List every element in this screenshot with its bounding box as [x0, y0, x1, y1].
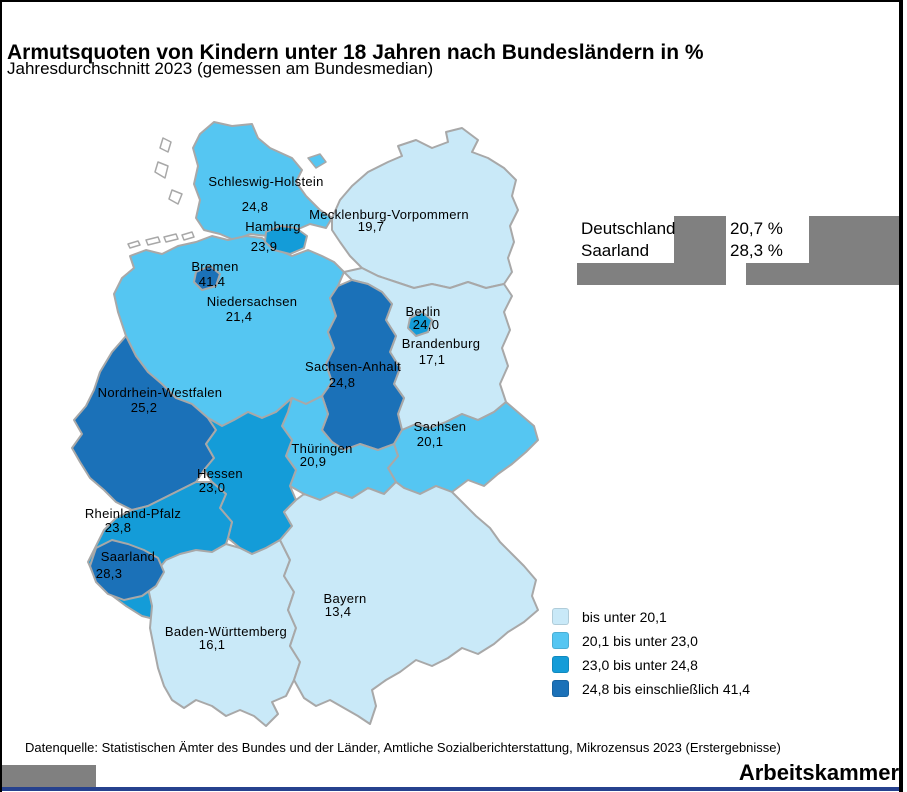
state-value: 24,0: [412, 317, 440, 332]
legend-label: bis unter 20,1: [582, 609, 667, 625]
state-value: 25,2: [130, 400, 158, 415]
island-shape: [163, 233, 179, 243]
state-value: 23,0: [198, 480, 226, 495]
state-value: 23,8: [104, 520, 132, 535]
legend-swatch: [552, 680, 569, 697]
legend-label: 20,1 bis unter 23,0: [582, 633, 698, 649]
footer-blue-bar: [0, 787, 903, 791]
state-value: 16,1: [198, 637, 226, 652]
state-label: Niedersachsen: [206, 294, 298, 309]
state-label: Hessen: [197, 466, 243, 481]
callout-label: Saarland: [581, 241, 650, 260]
state-label: Rheinland-Pfalz: [84, 506, 182, 521]
island-shape: [159, 137, 172, 153]
state-value: 20,1: [416, 434, 444, 449]
page-title: Armutsquoten von Kindern unter 18 Jahren…: [7, 41, 704, 65]
page-subtitle: Jahresdurchschnitt 2023 (gemessen am Bun…: [7, 59, 434, 78]
legend-swatch: [552, 608, 569, 625]
state-value: 13,4: [324, 604, 352, 619]
callout-value: 28,3 %: [730, 241, 783, 260]
state-label: Mecklenburg-Vorpommern: [309, 207, 469, 222]
state-label: Bayern: [323, 591, 367, 606]
state-shape-bayern: [279, 481, 539, 725]
state-label: Baden-Württemberg: [164, 624, 288, 639]
island-shape-fehmarn: [307, 153, 327, 169]
legend-label: 23,0 bis unter 24,8: [582, 657, 698, 673]
state-value: 17,1: [418, 352, 446, 367]
state-value: 41,4: [198, 274, 226, 289]
legend-swatch: [552, 632, 569, 649]
callout-value: 20,7 %: [730, 219, 783, 238]
island-shape: [145, 236, 161, 246]
footer-gray-block: [2, 765, 96, 787]
island-shape: [168, 189, 183, 205]
state-shape-hamburg: [264, 225, 308, 255]
island-shapes: [127, 137, 327, 249]
island-shape: [154, 161, 169, 179]
state-value: 19,7: [357, 219, 385, 234]
island-shape: [181, 231, 195, 241]
state-value: 24,8: [241, 199, 269, 214]
state-label: Nordrhein-Westfalen: [97, 385, 223, 400]
state-value: 21,4: [225, 309, 253, 324]
state-value: 20,9: [299, 454, 327, 469]
callout-values-box: 20,7 % 28,3 %: [726, 216, 809, 263]
state-value: 23,9: [250, 239, 278, 254]
state-value: 24,8: [328, 375, 356, 390]
state-label: Bremen: [191, 259, 239, 274]
state-label: Thüringen: [291, 441, 353, 456]
state-shape-saarland: [89, 539, 165, 601]
source-note: Datenquelle: Statistischen Ämter des Bun…: [25, 740, 781, 755]
island-shape: [127, 240, 141, 249]
state-value: 28,3: [95, 566, 123, 581]
callout-names-box: Deutschland Saarland: [577, 216, 676, 263]
state-label: Brandenburg: [401, 336, 481, 351]
state-shapes: [71, 121, 539, 727]
state-label: Saarland: [100, 549, 156, 564]
state-label: Berlin: [405, 304, 441, 319]
callout-label: Deutschland: [581, 219, 676, 238]
branding-arbeitskammer: Arbeitskammer: [738, 760, 899, 785]
state-label: Sachsen-Anhalt: [305, 359, 401, 374]
state-label: Schleswig-Holstein: [208, 174, 324, 189]
state-shape-berlin: [407, 311, 433, 337]
state-label: Hamburg: [245, 219, 301, 234]
legend-swatch: [552, 656, 569, 673]
legend-label: 24,8 bis einschließlich 41,4: [582, 681, 751, 697]
state-shape-bremen: [193, 265, 221, 291]
state-label: Sachsen: [413, 419, 467, 434]
